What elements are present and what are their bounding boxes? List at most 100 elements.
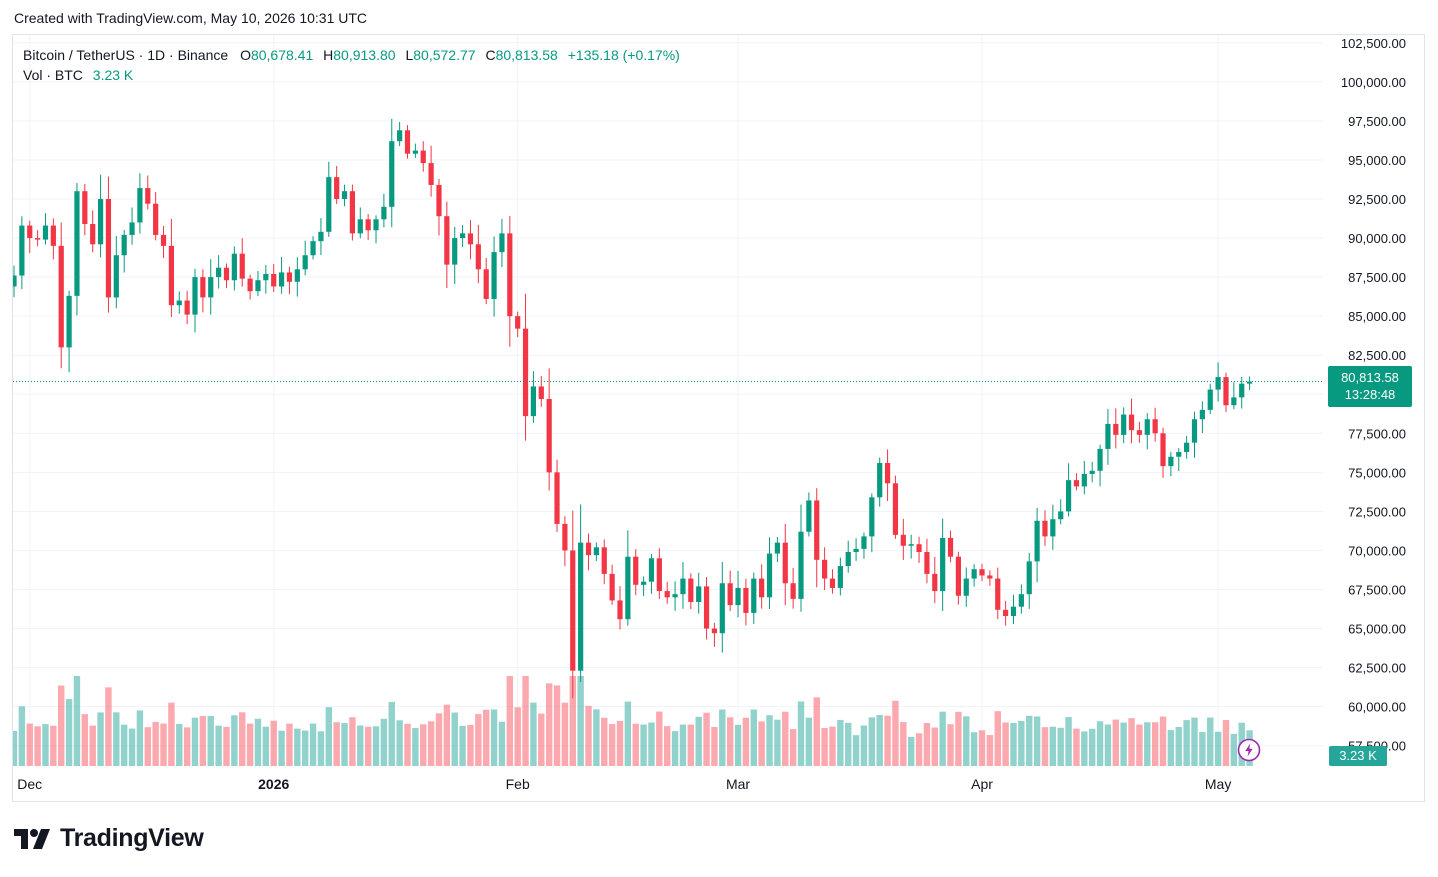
candle-body [1081,473,1087,487]
volume-bar [538,713,545,766]
legend-change: +135.18 (+0.17%) [567,47,680,63]
volume-bar [294,728,301,766]
volume-bar [404,723,411,766]
candle-body [877,462,883,498]
volume-bar [664,726,671,766]
price-tick-label: 97,500.00 [1348,114,1406,129]
volume-bar [183,727,191,766]
volume-bar [309,723,317,766]
volume-bar [459,725,466,766]
candle-body [341,191,348,200]
volume-bar [530,702,537,766]
volume-bar [805,717,813,766]
volume-bar [333,722,340,766]
candle-body [869,497,875,537]
candle-body [50,225,56,246]
candle-body [641,581,647,585]
volume-bar [671,731,679,766]
volume-bar [601,717,608,766]
volume-bar [388,701,395,766]
legend-close: 80,813.58 [495,47,558,63]
volume-bar [837,719,844,766]
candle-body [412,150,418,154]
volume-bar [900,722,907,766]
candle-body [940,537,946,592]
legend-volume-label[interactable]: Vol · BTC [23,67,83,83]
candle-body [286,272,293,282]
volume-bar [286,723,293,766]
volume-bar [18,706,26,766]
price-tick-label: 62,500.00 [1348,661,1406,676]
candle-body [861,536,867,549]
volume-bar [703,712,710,766]
volume-bar [1144,722,1151,766]
legend-symbol[interactable]: Bitcoin / TetherUS · 1D · Binance [23,47,229,63]
candle-body [310,241,316,256]
chart-frame [12,34,1425,802]
candle-body [121,234,127,256]
volume-bar [766,715,773,766]
candle-body [318,231,324,242]
tradingview-logo[interactable]: TradingView [14,824,204,853]
volume-bar [380,718,388,766]
candle-body [774,542,780,554]
volume-bar [325,707,332,766]
price-tick-label: 85,000.00 [1348,309,1406,324]
volume-bar [1207,717,1214,766]
volume-bar [1175,726,1182,766]
volume-bar [939,711,946,766]
candle-body [475,244,481,270]
price-chart[interactable]: 57,500.0060,000.0062,500.0065,000.0067,5… [13,35,1425,801]
candle-body [373,219,379,231]
candle-body [790,583,796,599]
volume-bar [860,725,868,766]
volume-bar [420,724,427,766]
candle-body [916,544,922,553]
price-tick-label: 82,500.00 [1348,348,1406,363]
volume-bar [994,711,1001,766]
volume-bar [427,721,435,766]
candle-body [1097,448,1103,471]
candle-body [294,269,300,282]
volume-bar [435,713,443,766]
price-scale[interactable]: 57,500.0060,000.0062,500.0065,000.0067,5… [1341,36,1406,754]
price-tick-label: 95,000.00 [1348,153,1406,168]
volume-bar [270,720,277,766]
time-scale[interactable]: Dec 2026 Feb Mar Apr May [17,776,1231,792]
candle-body [570,550,576,671]
price-tick-label: 92,500.00 [1348,192,1406,207]
candle-body [562,523,568,551]
volume-bar [852,735,860,766]
candles [13,118,1253,699]
volume-bar [105,687,112,766]
volume-bar [144,727,151,766]
volume-bar [160,723,167,766]
candle-body [530,386,537,417]
candle-body [365,219,371,231]
volume-bar [774,719,781,766]
lightning-icon[interactable] [1237,738,1261,762]
volume-bar [845,722,852,766]
candle-body [223,267,230,281]
volume-bar [412,728,419,766]
volume-bar [89,725,96,766]
candle-body [908,544,914,546]
volume-bar [1057,727,1064,766]
candle-body [90,223,96,245]
volume-bar [475,714,482,766]
volume-bar [986,735,994,766]
volume-bars [13,676,1253,766]
candle-body [546,398,552,473]
volume-bar [239,712,246,766]
candle-body [932,573,938,592]
candle-body [1168,456,1174,467]
volume-bar [136,710,144,766]
candle-body [609,573,615,601]
legend-close-label: C [485,47,496,63]
volume-bar [372,726,380,766]
candle-body [1058,511,1064,520]
candle-body [1065,480,1072,512]
volume-bar [585,705,592,766]
candle-body [578,542,584,671]
candle-body [522,328,529,417]
